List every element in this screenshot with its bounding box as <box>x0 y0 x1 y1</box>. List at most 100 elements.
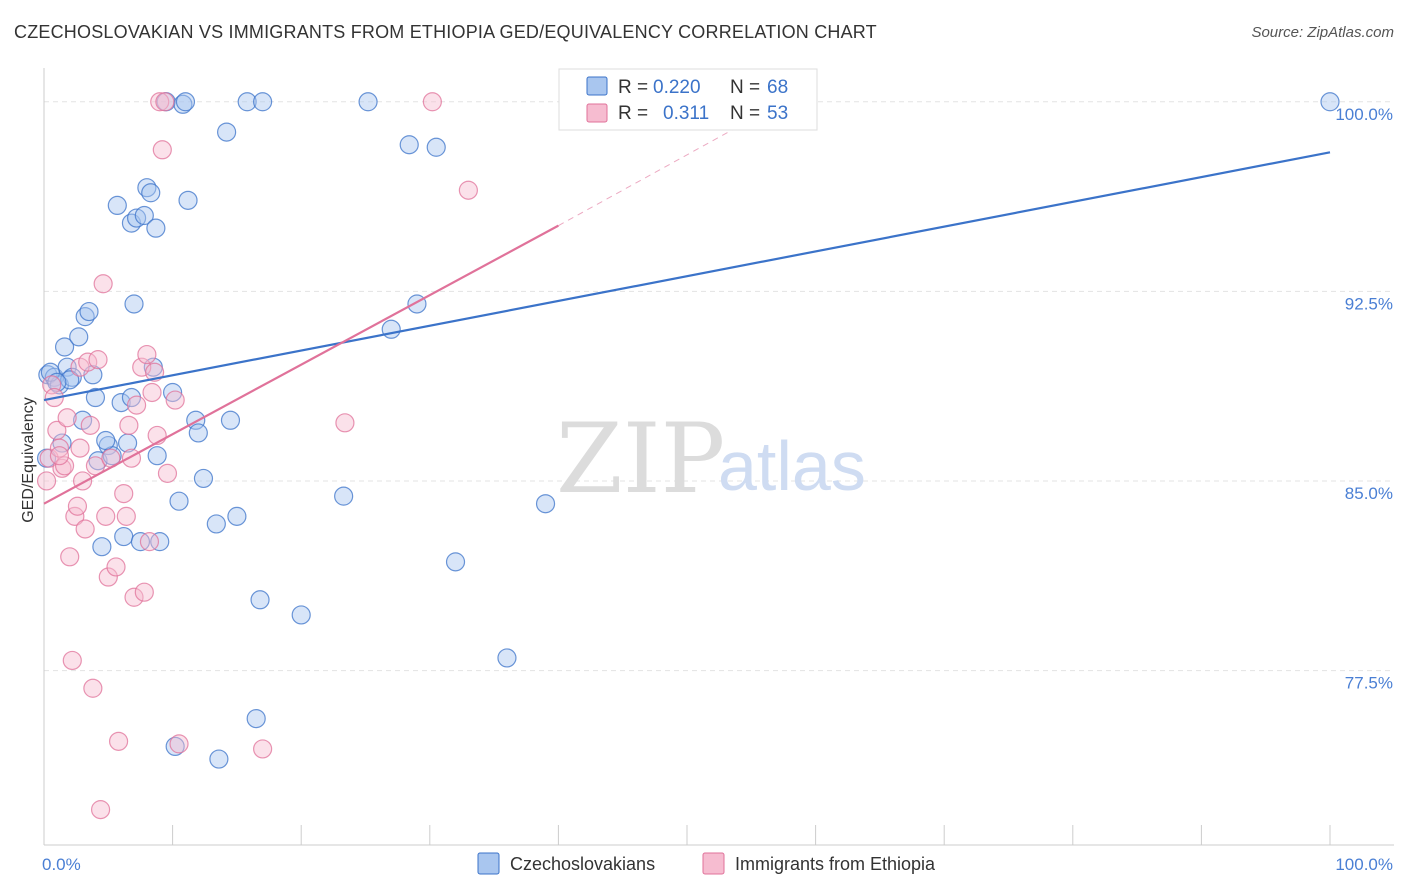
point-s0-66 <box>47 372 67 392</box>
point-s0-20 <box>124 294 144 314</box>
series-ethiopia-points <box>36 92 478 820</box>
point-s1-21 <box>90 800 111 820</box>
point-s0-43 <box>227 506 247 526</box>
point-s0-3 <box>54 337 75 357</box>
legend-n-value-1: 68 <box>767 77 788 98</box>
point-s0-57 <box>535 494 556 514</box>
point-s1-7 <box>54 456 75 476</box>
point-s1-18 <box>83 678 103 698</box>
point-s1-9 <box>60 547 80 567</box>
point-s1-42 <box>152 140 172 160</box>
legend-r-value-1: 0.220 <box>653 77 701 98</box>
legend-r-value-2: 0.311 <box>663 103 709 124</box>
point-s1-5 <box>49 438 70 458</box>
point-s1-10 <box>62 650 82 671</box>
point-s0-52 <box>399 135 419 155</box>
point-s1-27 <box>108 731 129 751</box>
grid-lines <box>44 101 1394 672</box>
point-s1-0 <box>36 471 57 491</box>
point-s1-39 <box>144 362 165 382</box>
point-s0-39 <box>209 749 229 769</box>
legend-swatch-blue <box>586 76 608 96</box>
series-legend-swatch-blue <box>477 852 500 875</box>
trend-line-s1 <box>43 224 559 505</box>
axes <box>43 68 1394 846</box>
watermark: ZIP atlas <box>556 403 866 515</box>
point-s0-34 <box>175 92 196 112</box>
point-s1-32 <box>124 587 144 607</box>
point-s0-17 <box>114 526 134 547</box>
point-s0-46 <box>250 590 270 610</box>
point-s0-64 <box>146 218 166 238</box>
series-legend-label-2: Immigrants from Ethiopia <box>735 854 936 874</box>
point-s1-12 <box>67 496 88 516</box>
point-s1-43 <box>155 92 175 112</box>
point-s1-38 <box>142 382 162 403</box>
point-s1-49 <box>422 92 442 112</box>
x-tick-label-1: 100.0% <box>1335 855 1393 874</box>
point-s1-24 <box>98 567 118 587</box>
point-s0-45 <box>246 708 266 729</box>
point-s0-49 <box>334 486 354 506</box>
point-s0-40 <box>206 514 226 534</box>
point-s0-23 <box>134 205 154 226</box>
point-s1-48 <box>335 413 355 433</box>
point-s1-35 <box>134 582 154 602</box>
point-s0-21 <box>126 208 147 228</box>
point-s0-41 <box>217 122 237 142</box>
point-s0-12 <box>92 537 112 557</box>
point-s0-62 <box>96 430 116 451</box>
point-s1-23 <box>96 506 116 526</box>
series-legend-label-1: Czechoslovakians <box>510 854 655 874</box>
source-label: Source: ZipAtlas.com <box>1251 24 1394 41</box>
point-s0-15 <box>107 195 127 216</box>
point-s1-44 <box>157 463 178 483</box>
y-tick-labels: 77.5% 85.0% 92.5% 100.0% <box>1335 105 1393 693</box>
point-s1-37 <box>139 532 160 552</box>
point-s1-45 <box>165 390 185 410</box>
point-s0-13 <box>98 435 118 456</box>
point-s1-52 <box>70 438 90 458</box>
point-s0-32 <box>169 491 189 511</box>
point-s1-20 <box>88 350 108 370</box>
point-s0-37 <box>188 423 208 443</box>
legend-n-label-1: N = <box>730 77 760 98</box>
point-s1-50 <box>458 180 478 200</box>
trend-line-dashed-s1 <box>558 119 752 227</box>
point-s1-33 <box>126 395 147 415</box>
legend-n-label-2: N = <box>730 103 760 124</box>
point-s1-29 <box>116 506 136 526</box>
correlation-legend: R = 0.220 N = 68 R = 0.311 N = 53 <box>558 68 818 131</box>
series-czechoslovakians-points <box>36 92 1340 769</box>
point-s0-8 <box>79 301 99 322</box>
point-s1-36 <box>137 344 157 365</box>
point-s0-55 <box>445 552 466 572</box>
point-s0-6 <box>69 327 89 347</box>
point-s1-28 <box>114 484 134 504</box>
point-s0-51 <box>381 319 401 339</box>
y-tick-label-1: 85.0% <box>1345 484 1393 503</box>
point-s0-56 <box>497 648 517 668</box>
point-s0-30 <box>163 382 183 403</box>
point-s0-59 <box>52 433 72 453</box>
point-s0-38 <box>193 468 214 489</box>
series-legend: Czechoslovakians Immigrants from Ethiopi… <box>477 852 936 875</box>
point-s1-47 <box>253 739 273 759</box>
point-s0-48 <box>291 605 311 625</box>
y-tick-label-0: 77.5% <box>1345 674 1393 693</box>
y-axis-label: GED/Equivalency <box>20 397 37 522</box>
point-s0-25 <box>141 183 161 203</box>
legend-swatch-pink <box>586 103 608 123</box>
trend-line-s0 <box>43 151 1331 402</box>
legend-r-label-1: R = <box>618 77 648 98</box>
point-s0-50 <box>358 92 378 112</box>
legend-n-value-2: 53 <box>767 103 788 124</box>
y-tick-label-2: 92.5% <box>1345 294 1393 313</box>
point-s1-26 <box>106 557 126 577</box>
point-s0-5 <box>62 367 82 387</box>
point-s1-15 <box>75 519 95 539</box>
point-s1-30 <box>119 415 139 435</box>
watermark-atlas: atlas <box>718 427 866 505</box>
watermark-zip: ZIP <box>556 403 725 515</box>
